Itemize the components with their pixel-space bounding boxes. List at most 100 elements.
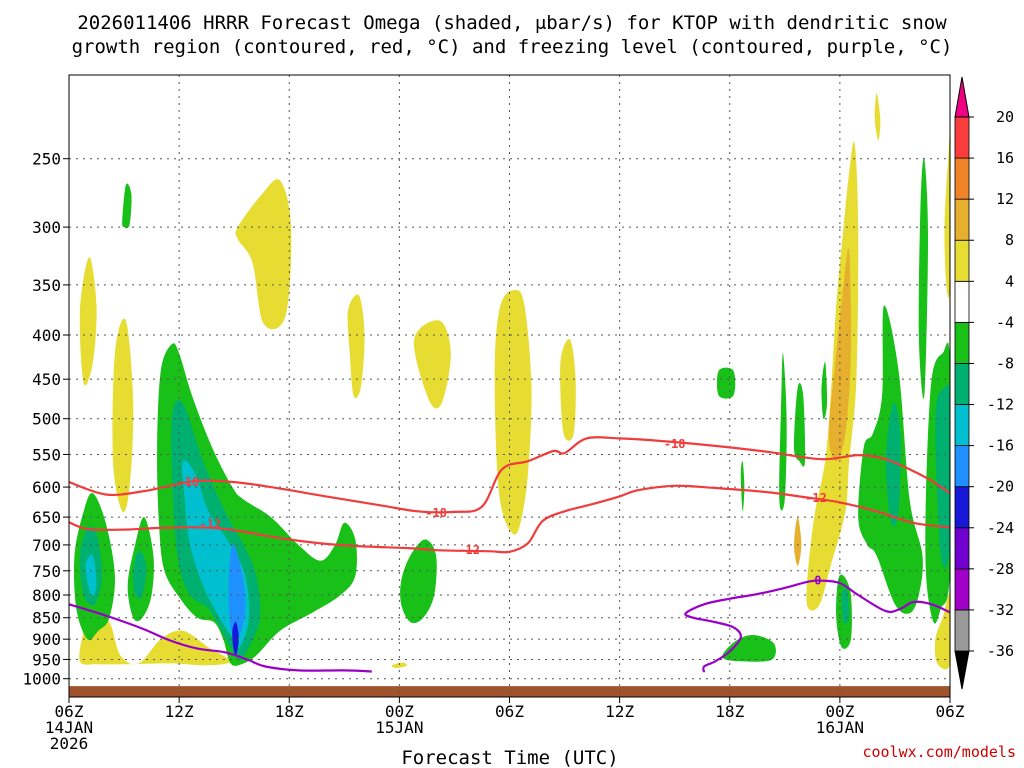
y-tick-label-500: 500 (32, 410, 61, 429)
omega-region-p4-11 (944, 134, 950, 298)
y-tick-label-700: 700 (32, 536, 61, 555)
colorbar-label-1: -32 (987, 601, 1014, 619)
colorbar-label-3: -24 (987, 519, 1014, 537)
y-tick-label-850: 850 (32, 609, 61, 628)
isotherm-label-0-1: -18 (425, 506, 447, 520)
colorbar-label-8: -4 (996, 313, 1014, 331)
omega-region-p4-7 (560, 339, 576, 441)
y-tick-label-450: 450 (32, 370, 61, 389)
omega-colorbar: -36 -32 -28 -24 -20 -16 -12 -8 -4 4 8 12 16 20 (954, 76, 1014, 690)
omega-region-p8-13 (828, 248, 852, 462)
x-tick-label-0-0: 06Z (55, 702, 84, 721)
omega-region-m4-18 (400, 539, 437, 624)
y-tick-label-750: 750 (32, 562, 61, 581)
isotherm-line-1 (69, 484, 950, 554)
omega-region-m4-24 (793, 382, 806, 467)
omega-region-p4-12 (391, 662, 408, 669)
colorbar-label-2: -28 (987, 560, 1014, 578)
y-tick-label-800: 800 (32, 586, 61, 605)
colorbar-swatch-3 (954, 486, 970, 529)
colorbar-swatch-1 (954, 568, 970, 611)
isotherm-label-1-1: -12 (458, 543, 480, 557)
colorbar-swatch-10 (954, 198, 970, 241)
y-tick-label-250: 250 (32, 150, 61, 169)
x-tick-label-42-1: 16JAN (816, 718, 864, 737)
colorbar-swatch-12 (954, 116, 970, 159)
colorbar-label-5: -16 (987, 437, 1014, 455)
colorbar-swatch-0 (954, 609, 970, 652)
omega-region-m8-33 (885, 402, 901, 527)
omega-region-m20-39 (232, 621, 239, 656)
colorbar-label-12: 16 (996, 149, 1014, 167)
y-tick-label-650: 650 (32, 508, 61, 527)
isotherm-label-0-0: -18 (177, 475, 199, 489)
colorbar-label-10: 8 (1005, 231, 1014, 249)
colorbar-extend-high (954, 76, 970, 118)
omega-region-m4-20 (716, 367, 736, 399)
omega-region-p4-2 (112, 318, 134, 513)
colorbar-label-6: -12 (987, 396, 1014, 414)
colorbar-swatch-6 (954, 363, 970, 405)
credit-label[interactable]: coolwx.com/models (862, 743, 1016, 761)
omega-region-m8-34 (935, 384, 950, 569)
colorbar-label-9: 4 (1005, 272, 1014, 290)
x-tick-label-18-0: 00Z (385, 702, 414, 721)
x-tick-label-18-1: 15JAN (375, 718, 423, 737)
colorbar-label-7: -8 (996, 354, 1014, 372)
omega-region-p4-3 (235, 179, 292, 330)
y-tick-label-550: 550 (32, 445, 61, 464)
x-tick-label-42-0: 00Z (825, 702, 854, 721)
grid-lines (69, 75, 950, 697)
colorbar-swatch-7 (954, 321, 970, 364)
omega-region-m16-38 (228, 544, 246, 640)
colorbar-swatch-4 (954, 445, 970, 488)
omega-region-p4-8 (806, 141, 859, 611)
x-tick-label-0-1: 14JAN (45, 718, 93, 737)
x-tick-label-36-0: 18Z (715, 702, 744, 721)
y-tick-label-900: 900 (32, 630, 61, 649)
colorbar-swatch-2 (954, 527, 970, 570)
omega-region-m12-36 (85, 554, 97, 596)
omega-region-p4-9 (874, 93, 881, 141)
chart-title-line1: 2026011406 HRRR Forecast Omega (shaded, … (77, 12, 947, 34)
pressure-axis: 250 300 350 400 450 500 550 600 650 700 750 800 850 9… (22, 150, 69, 689)
omega-region-m4-28 (918, 157, 928, 399)
omega-region-p8-14 (794, 517, 802, 566)
x-tick-label-12-0: 18Z (275, 702, 304, 721)
temperature-contours: -18-18-18-12-12-120 (69, 436, 950, 673)
x-tick-label-48-0: 06Z (936, 702, 965, 721)
isotherm-line-3 (684, 579, 950, 673)
omega-region-p4-6 (494, 289, 532, 535)
omega-region-m4-21 (722, 634, 776, 662)
x-tick-label-6-0: 12Z (165, 702, 194, 721)
omega-region-m4-25 (821, 361, 828, 420)
y-tick-label-300: 300 (32, 218, 61, 237)
omega-region-p4-0 (79, 604, 231, 666)
colorbar-swatch-5 (954, 404, 970, 447)
omega-region-p4-5 (413, 320, 451, 409)
omega-region-p4-4 (347, 294, 365, 399)
omega-region-m4-19 (122, 183, 132, 229)
y-tick-label-400: 400 (32, 326, 61, 345)
y-tick-label-1000: 1000 (22, 670, 61, 689)
isotherm-label-1-0: -12 (199, 517, 221, 531)
colorbar-label-13: 20 (996, 108, 1014, 126)
colorbar-swatch-11 (954, 157, 970, 200)
colorbar-extend-low (954, 650, 970, 690)
colorbar-swatch-8 (954, 280, 970, 323)
x-tick-label-24-0: 06Z (495, 702, 524, 721)
omega-region-m8-35 (841, 588, 850, 624)
colorbar-label-0: -36 (987, 642, 1014, 660)
y-tick-label-350: 350 (32, 276, 61, 295)
isotherm-label-1-2: -12 (805, 491, 827, 505)
chart-title-line2: growth region (contoured, red, °C) and f… (72, 36, 953, 58)
omega-region-m4-22 (740, 460, 745, 512)
colorbar-label-11: 12 (996, 190, 1014, 208)
x-tick-label-30-0: 12Z (605, 702, 634, 721)
isotherm-line-2 (69, 603, 372, 673)
colorbar-label-4: -20 (987, 478, 1014, 496)
omega-region-m4-23 (779, 353, 787, 511)
x-tick-label-0-2: 2026 (50, 734, 89, 753)
